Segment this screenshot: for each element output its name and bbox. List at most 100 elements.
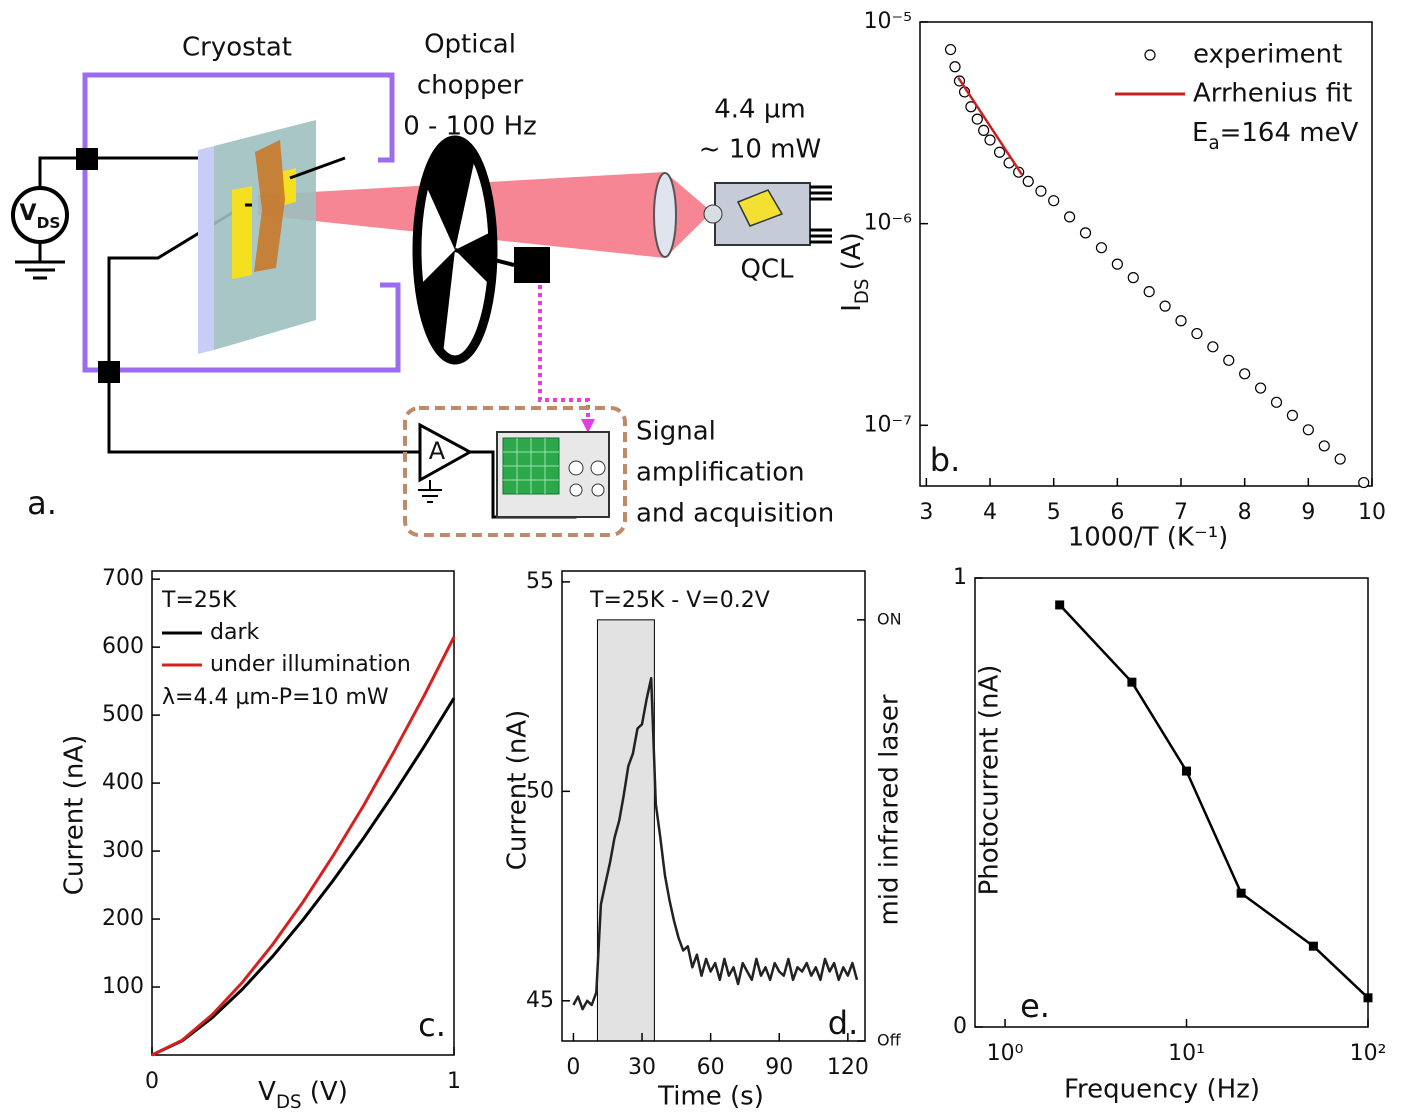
- data-point: [1111, 258, 1123, 270]
- x-axis-label-part: V: [258, 1077, 276, 1107]
- data-point: [944, 43, 957, 56]
- y-axis-label-part: I: [837, 304, 867, 312]
- acquisition-box: [403, 406, 627, 537]
- data-point: [978, 124, 990, 137]
- y-tick-label: 700: [102, 566, 144, 591]
- panel-label: a.: [27, 484, 57, 522]
- data-point: [1302, 424, 1314, 436]
- data-point: [1175, 315, 1187, 327]
- data-point: [984, 134, 996, 146]
- amplifier-label: A: [429, 437, 446, 465]
- laser-on-region: [596, 619, 655, 1042]
- x-tick-label: 8: [1238, 500, 1252, 525]
- chopper-sensor: [514, 247, 550, 283]
- annotation: T=25K: [161, 588, 237, 613]
- x-tick-label: 120: [827, 1055, 869, 1080]
- data-point: [1182, 766, 1192, 776]
- y-tick-label: 300: [102, 838, 144, 863]
- y-tick-label: 400: [102, 770, 144, 795]
- lens: [653, 172, 677, 258]
- chopper-label: 0 - 100 Hz: [403, 112, 537, 142]
- x-tick-label: 5: [1047, 500, 1061, 525]
- annotation: T=25K - V=0.2V: [589, 588, 770, 613]
- qcl-chip: [736, 189, 784, 227]
- qcl-label: QCL: [740, 255, 794, 285]
- data-point: [1127, 272, 1139, 284]
- contact-node: [98, 361, 120, 383]
- acquisition-label: and acquisition: [636, 499, 834, 529]
- data-point: [1207, 341, 1219, 353]
- data-point: [1022, 175, 1034, 188]
- data-point: [1254, 382, 1267, 394]
- knob: [591, 483, 605, 497]
- plot-frame: [561, 570, 866, 1042]
- data-point: [1191, 327, 1203, 340]
- data-point: [1127, 677, 1137, 687]
- flake: [254, 140, 285, 272]
- x-tick-label: 6: [1110, 500, 1124, 525]
- x-axis-label: Time (s): [657, 1082, 764, 1112]
- data-point: [1286, 409, 1299, 421]
- y-axis-label-part: (A): [837, 232, 867, 278]
- data-point: [949, 61, 961, 73]
- plot-frame: [974, 577, 1369, 1028]
- screen-grid: [503, 438, 559, 494]
- cryostat-label: Cryostat: [182, 33, 292, 63]
- y-tick-label: 55: [526, 569, 554, 594]
- knob: [569, 483, 583, 497]
- y-tick-label: 200: [102, 906, 144, 931]
- legend-label: dark: [210, 620, 259, 645]
- data-point: [993, 146, 1006, 158]
- wire: [107, 383, 420, 454]
- data-point: [1334, 453, 1346, 465]
- cryostat-frame: [82, 72, 401, 373]
- y-axis-label: Photocurrent (nA): [975, 665, 1005, 896]
- qcl-pins: [810, 185, 832, 244]
- contact-node: [76, 148, 98, 170]
- voltmeter-label-part: V: [20, 201, 37, 226]
- y-tick-label: 1: [953, 565, 967, 590]
- ground: [15, 242, 65, 280]
- y-tick-label: 45: [526, 988, 554, 1013]
- y2-tick-label: ON: [877, 609, 902, 628]
- chopper-label: Optical: [424, 30, 516, 60]
- data-point: [971, 113, 983, 125]
- y2-tick-label: Off: [877, 1031, 902, 1050]
- x-tick-label: 1: [447, 1069, 461, 1094]
- wire: [38, 156, 205, 188]
- data-line: [572, 676, 859, 1011]
- data-point: [1143, 286, 1155, 298]
- data-point: [1035, 185, 1047, 197]
- x-tick-label: 0: [145, 1069, 159, 1094]
- y-axis-label: IDS (A): [837, 232, 873, 312]
- plot-frame: [919, 21, 1373, 487]
- acquisition-label: amplification: [636, 458, 805, 488]
- chopper-label: chopper: [417, 71, 524, 101]
- x-tick-label: 60: [697, 1055, 725, 1080]
- data-point: [1064, 211, 1076, 223]
- data-point: [1159, 300, 1171, 312]
- x-tick-label: 4: [983, 500, 997, 525]
- data-point: [1363, 993, 1373, 1003]
- annotation: Ea=164 meV: [1192, 118, 1359, 154]
- data-point: [1095, 242, 1108, 254]
- data-point: [1239, 368, 1251, 380]
- x-tick-label: 3: [919, 500, 933, 525]
- laser-label: ~ 10 mW: [699, 135, 821, 165]
- x-tick-label: 10¹: [1168, 1041, 1205, 1066]
- y-tick-label: 10⁻⁶: [864, 211, 913, 236]
- y-tick-label: 100: [102, 974, 144, 999]
- ground: [418, 480, 442, 503]
- data-point: [1358, 476, 1370, 489]
- data-point: [1223, 354, 1235, 366]
- x-tick-label: 30: [628, 1055, 656, 1080]
- x-tick-label: 10⁰: [987, 1041, 1024, 1066]
- y-tick-label: 500: [102, 702, 144, 727]
- plot-frame: [151, 570, 455, 1056]
- y-tick-label: 0: [953, 1014, 967, 1039]
- trigger-line: [538, 285, 590, 420]
- y-tick-label: 600: [102, 634, 144, 659]
- wire: [245, 156, 346, 207]
- knob: [590, 460, 606, 476]
